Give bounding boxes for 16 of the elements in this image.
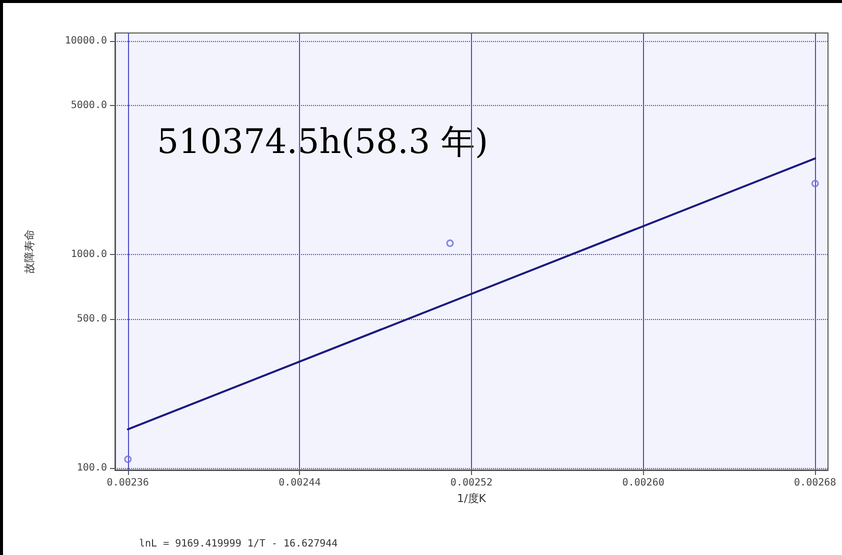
y-tick-label: 100.0 <box>76 462 107 474</box>
y-tick-label: 10000.0 <box>64 35 107 46</box>
text: lnL = 9169.419999 1/T - 16.627944 <box>139 538 338 550</box>
y-axis-title: 故障寿命 <box>23 230 36 274</box>
point <box>446 239 454 247</box>
x-tick-label: 0.00252 <box>450 478 493 488</box>
point <box>811 180 819 188</box>
x-tick-label: 0.00236 <box>106 478 149 488</box>
x-axis-title: 1/度K <box>457 492 487 505</box>
x-tick-label: 0.00268 <box>794 478 836 488</box>
point <box>124 456 132 464</box>
x-tick-label: 0.00260 <box>622 478 664 488</box>
y-tick-label: 500.0 <box>76 313 107 324</box>
y-tick-label: 5000.0 <box>70 100 107 111</box>
x-tick-label: 0.00244 <box>278 478 321 488</box>
y-tick-label: 1000.0 <box>70 249 107 260</box>
